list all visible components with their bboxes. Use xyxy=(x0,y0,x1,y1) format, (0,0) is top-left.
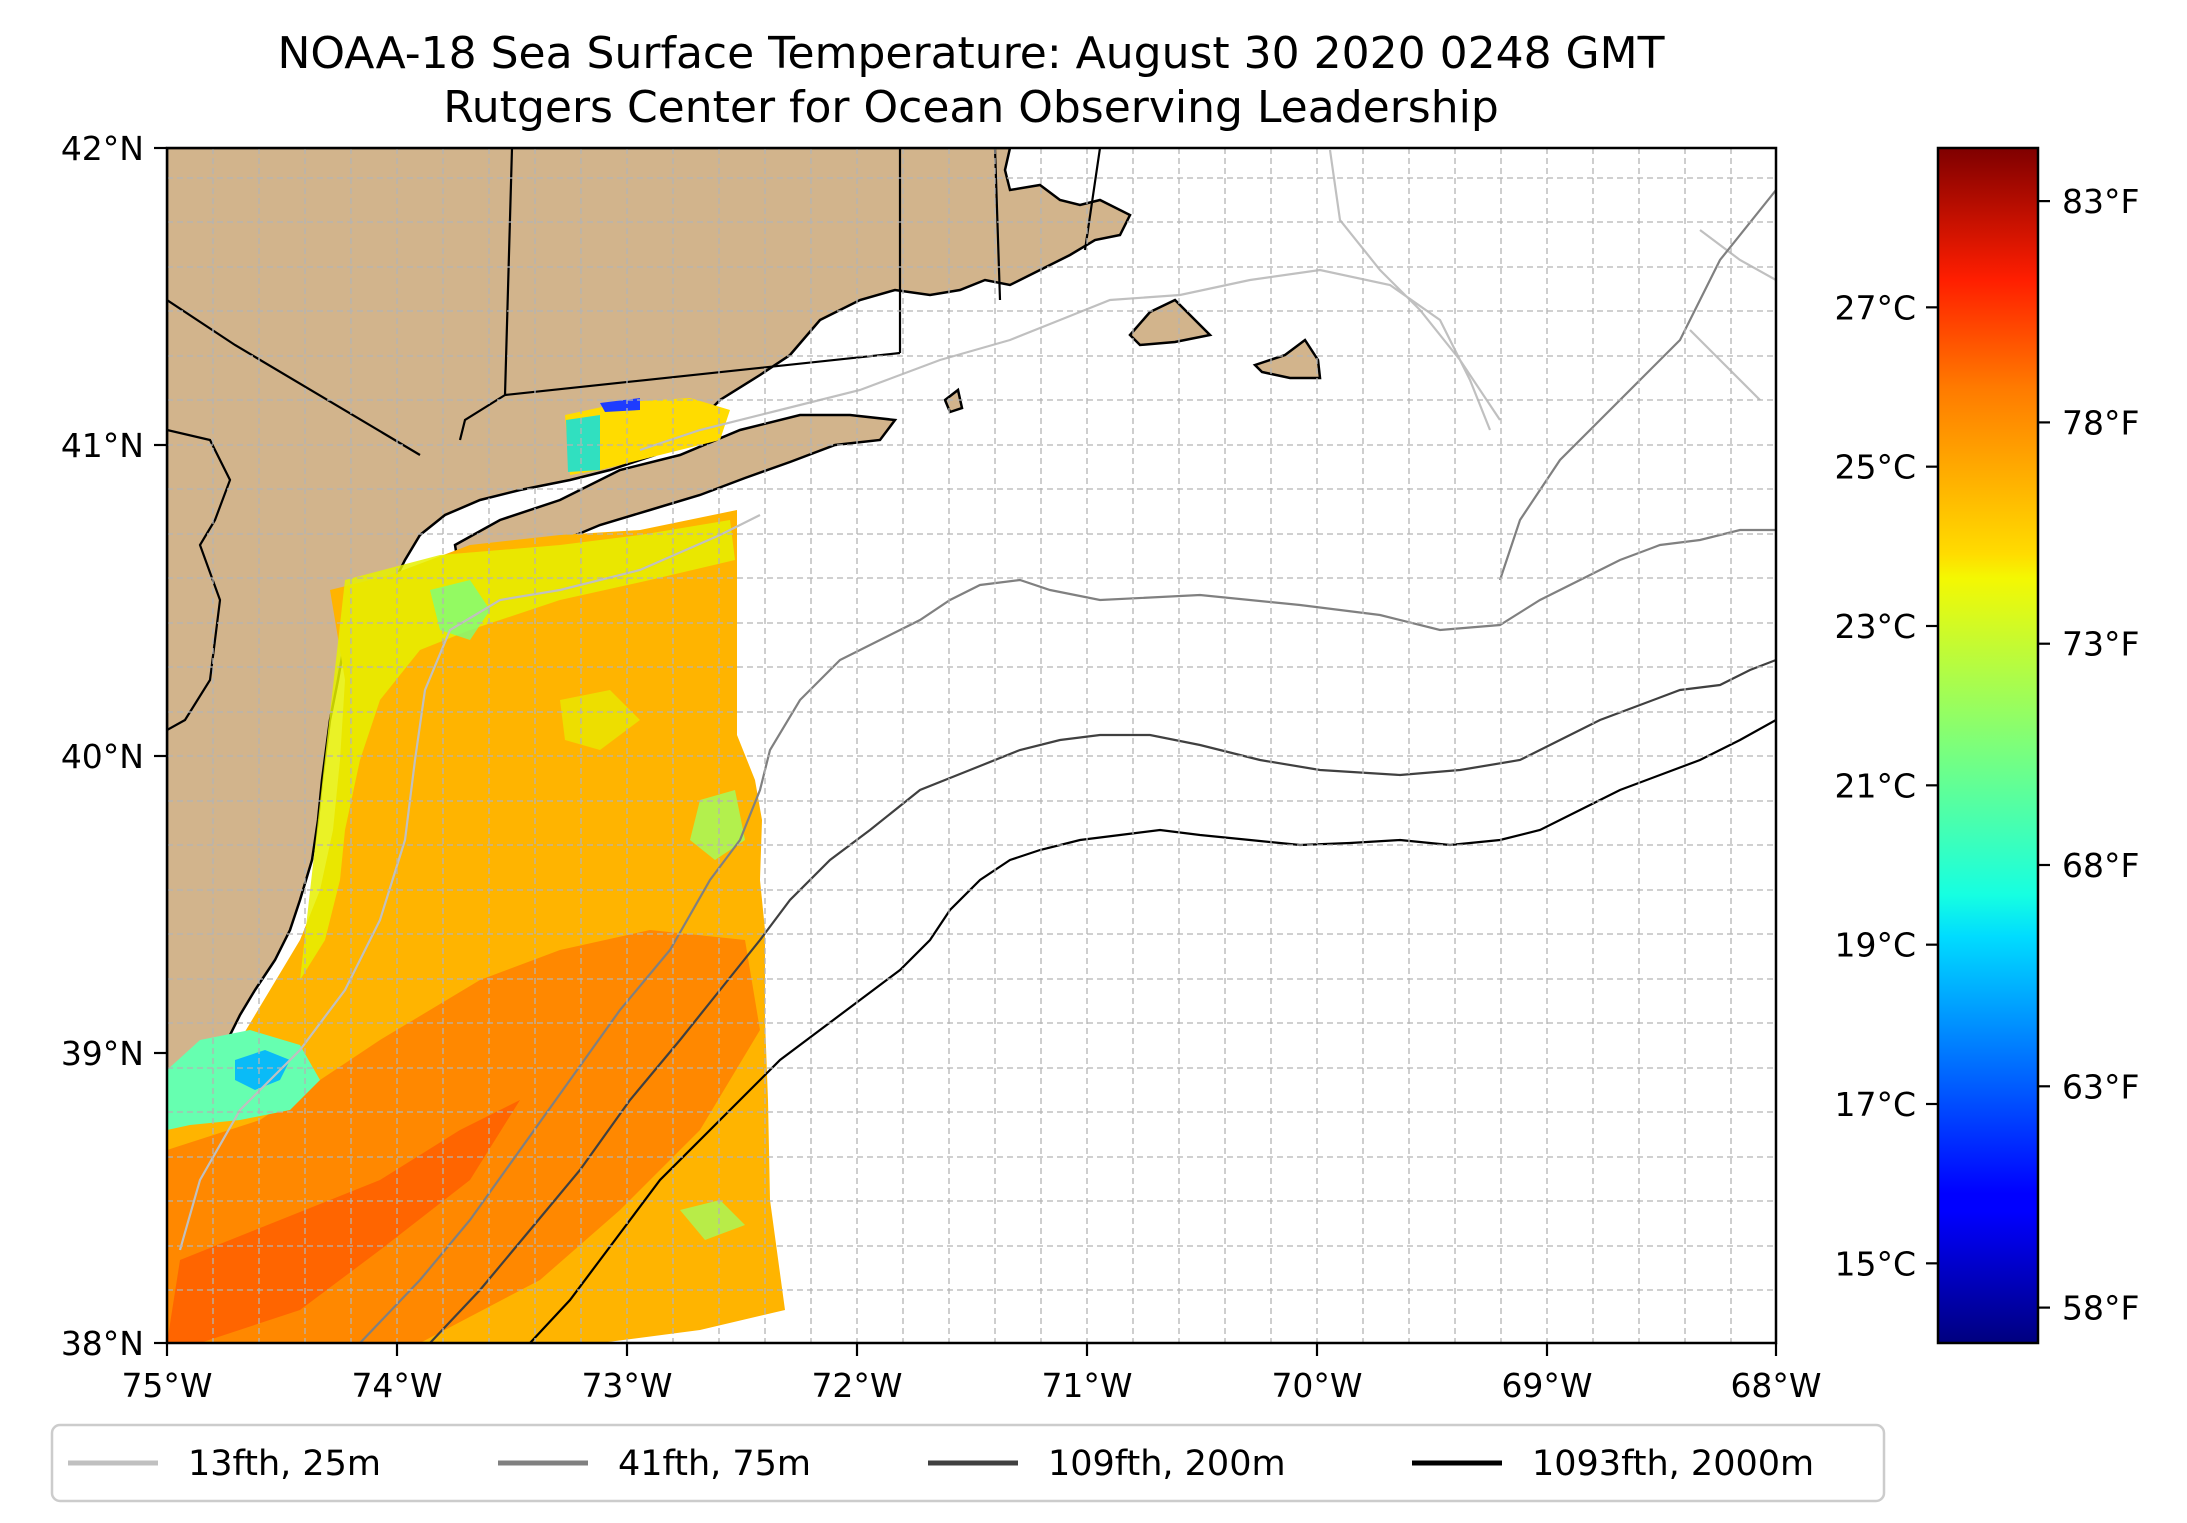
colorbar-celsius-label: 27°C xyxy=(1834,288,1916,327)
colorbar-celsius-label: 19°C xyxy=(1834,926,1916,965)
colorbar-fahrenheit-label: 78°F xyxy=(2062,403,2139,442)
lat-label-40n: 40°N xyxy=(61,737,144,776)
map-panel xyxy=(167,148,1776,1343)
isobath-200m xyxy=(429,658,1776,1343)
lon-label-73w: 73°W xyxy=(581,1366,672,1405)
colorbar-celsius-label: 23°C xyxy=(1834,607,1916,646)
sst-sound-green xyxy=(566,415,600,472)
colorbar-fahrenheit-label: 83°F xyxy=(2062,182,2139,221)
colorbar-fahrenheit-label: 63°F xyxy=(2062,1067,2139,1106)
map-frame xyxy=(165,146,1778,1345)
lon-label-68w: 68°W xyxy=(1730,1366,1821,1405)
lon-label-70w: 70°W xyxy=(1271,1366,1362,1405)
isobath-25m xyxy=(178,149,1776,1251)
sst-long-island-sound xyxy=(565,398,730,475)
colorbar-ticks xyxy=(1926,200,2050,1309)
sst-ny-bight-green xyxy=(430,580,490,640)
map-axis-ticks xyxy=(154,146,1778,1356)
lon-label-74w: 74°W xyxy=(351,1366,442,1405)
colorbar-fahrenheit-label: 58°F xyxy=(2062,1289,2139,1328)
colorbar-celsius-label: 17°C xyxy=(1834,1085,1916,1124)
sst-southern-green xyxy=(680,1200,745,1240)
sst-cold-core-delmarva xyxy=(235,1050,290,1090)
gridlines xyxy=(167,148,1776,1343)
colorbar-gradient xyxy=(1936,146,2040,1345)
state-borders xyxy=(167,148,1102,731)
colorbar-labels: 27°C 25°C 23°C 21°C 19°C 17°C 15°C 83°F 78°F 73°F… xyxy=(1834,182,2139,1327)
sst-offshore-green xyxy=(690,790,745,860)
lat-label-38n: 38°N xyxy=(61,1324,144,1363)
colorbar-celsius-label: 25°C xyxy=(1834,448,1916,487)
legend-label-200m: 109fth, 200m xyxy=(1048,1444,1286,1484)
isobaths xyxy=(178,149,1776,1343)
lon-label-69w: 69°W xyxy=(1501,1366,1592,1405)
legend-label-2000m: 1093fth, 2000m xyxy=(1532,1444,1814,1484)
sst-swath xyxy=(167,398,785,1343)
land-block-island xyxy=(943,387,964,414)
isobath-75m xyxy=(359,189,1776,1343)
lon-label-72w: 72°W xyxy=(811,1366,902,1405)
legend-label-25m: 13fth, 25m xyxy=(188,1444,381,1484)
legend-label-75m: 41fth, 75m xyxy=(618,1444,811,1484)
lon-label-75w: 75°W xyxy=(121,1366,212,1405)
lon-label-71w: 71°W xyxy=(1041,1366,1132,1405)
title-line-1: NOAA-18 Sea Surface Temperature: August … xyxy=(278,28,1665,79)
lat-tick-labels: 42°N 41°N 40°N 39°N 38°N xyxy=(61,129,144,1363)
title-line-2: Rutgers Center for Ocean Observing Leade… xyxy=(443,82,1499,133)
lat-label-42n: 42°N xyxy=(61,129,144,168)
sst-hot-spot xyxy=(167,1100,520,1343)
lon-tick-labels: 75°W 74°W 73°W 72°W 71°W 70°W 69°W 68°W xyxy=(121,1366,1821,1405)
lat-label-39n: 39°N xyxy=(61,1034,144,1073)
sst-offshore-yellow xyxy=(560,690,640,750)
colorbar: 27°C 25°C 23°C 21°C 19°C 17°C 15°C 83°F 78°F 73°F… xyxy=(1834,146,2139,1345)
lat-label-41n: 41°N xyxy=(61,426,144,465)
colorbar-fahrenheit-label: 73°F xyxy=(2062,625,2139,664)
sst-sound-cold-strip xyxy=(600,398,640,412)
land-mainland xyxy=(167,148,1132,1102)
land-marthas-vineyard xyxy=(1128,298,1213,347)
sst-coastal-yellow xyxy=(300,520,735,980)
isobath-2000m xyxy=(529,719,1776,1343)
colorbar-celsius-label: 15°C xyxy=(1834,1244,1916,1283)
isobath-legend: 13fth, 25m 41fth, 75m 109fth, 200m 1093f… xyxy=(50,1423,1886,1503)
colorbar-fahrenheit-label: 68°F xyxy=(2062,846,2139,885)
colorbar-celsius-label: 21°C xyxy=(1834,766,1916,805)
